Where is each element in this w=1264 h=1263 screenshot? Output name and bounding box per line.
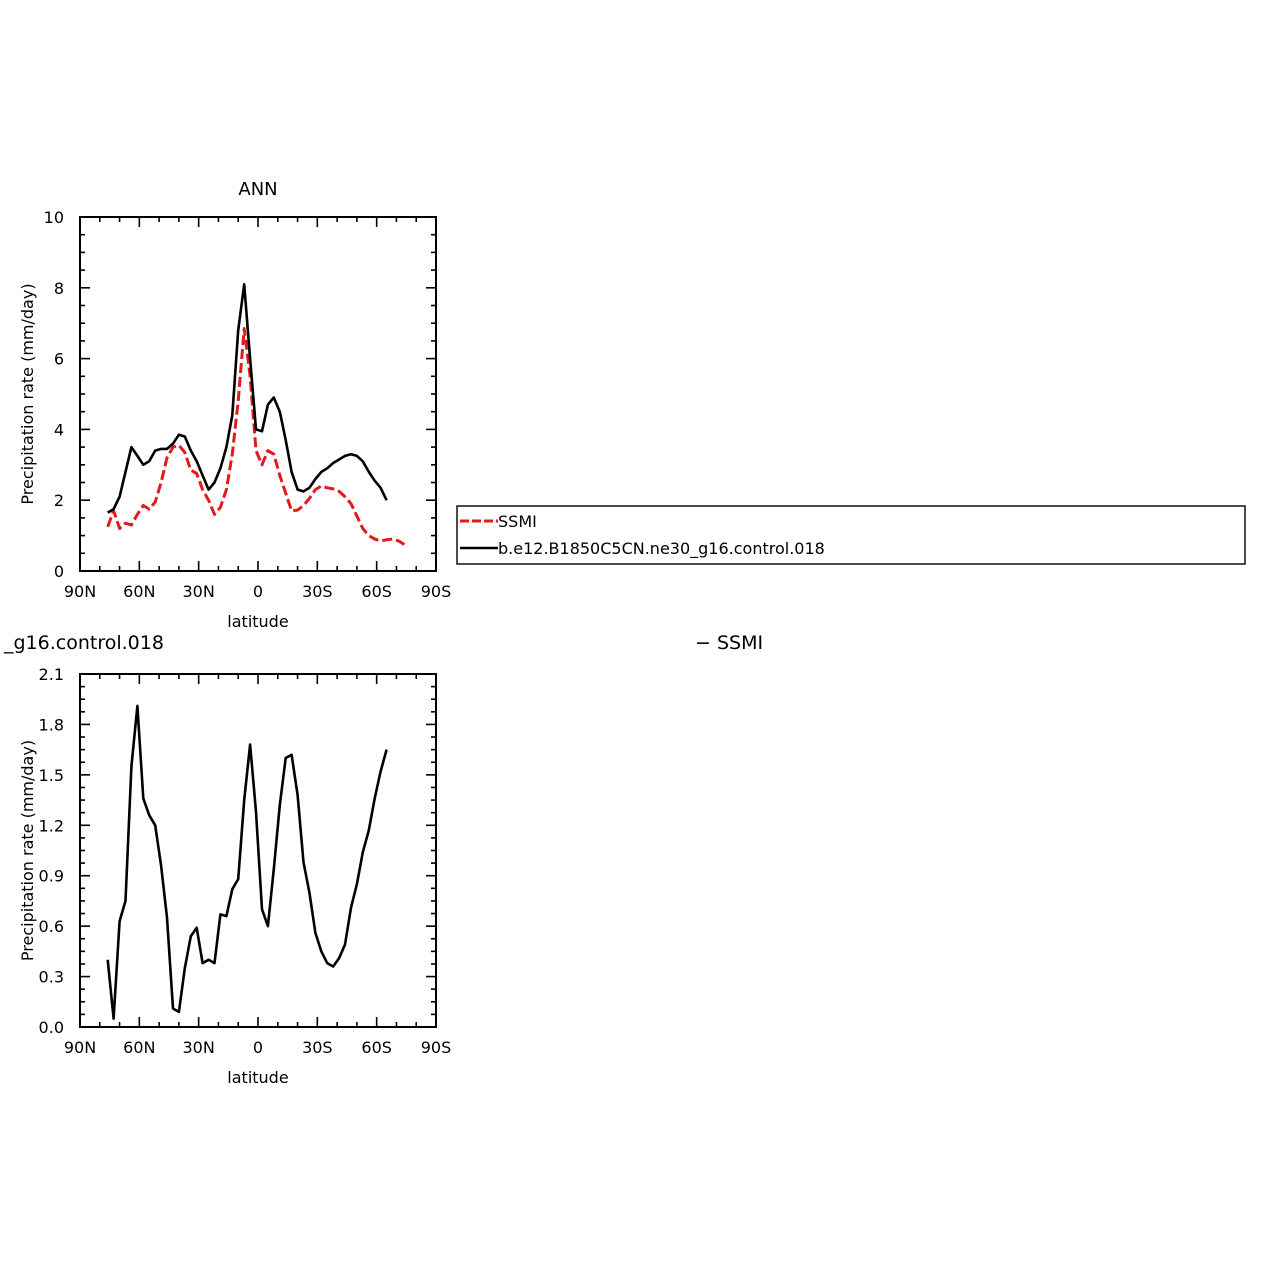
bottom-chart-precipitation-difference: _g16.control.018 − SSMI 90N 60N 30N 0 30S 60S 90… (3, 632, 763, 1087)
chart-title: ANN (238, 179, 277, 200)
series-line-b-e12-b1850c5cn-ne30-g16-control-018 (107, 282, 388, 514)
x-tick-label-0: 0 (253, 582, 263, 601)
y-tick-label-0: 0 (54, 562, 64, 581)
y-axis-label: Precipitation rate (mm/day) (18, 283, 37, 504)
x-tick-label-60n: 60N (123, 1038, 155, 1057)
x-tick-label-0: 0 (253, 1038, 263, 1057)
legend-box (456, 505, 1246, 565)
y-tick-label-1-2: 1.2 (39, 816, 64, 835)
x-tick-label-90n: 90N (64, 582, 96, 601)
x-tick-label-90s: 90S (421, 1038, 452, 1057)
x-axis-label: latitude (227, 612, 288, 631)
legend: SSMI b.e12.B1850C5CN.ne30_g16.control.018 (456, 505, 1246, 565)
y-tick-label-2-1: 2.1 (39, 665, 64, 684)
x-tick-label-30n: 30N (183, 582, 215, 601)
y-tick-label-0-9: 0.9 (39, 867, 64, 886)
chart-title-left: _g16.control.018 (3, 632, 164, 654)
x-tick-label-30n: 30N (183, 1038, 215, 1057)
x-tick-label-60s: 60S (361, 582, 392, 601)
legend-label-b-e12-b1850c5cn-ne30-g16-control-018: b.e12.B1850C5CN.ne30_g16.control.018 (498, 539, 825, 559)
y-tick-label-1-8: 1.8 (39, 715, 64, 734)
y-tick-label-0-3: 0.3 (39, 968, 64, 987)
x-tick-label-90s: 90S (421, 582, 452, 601)
x-axis-label: latitude (227, 1068, 288, 1087)
y-axis-label: Precipitation rate (mm/day) (18, 740, 37, 961)
x-tick-label-60n: 60N (123, 582, 155, 601)
x-tick-label-60s: 60S (361, 1038, 392, 1057)
y-tick-label-10: 10 (44, 208, 64, 227)
y-tick-label-1-5: 1.5 (39, 766, 64, 785)
plot-frame (79, 216, 437, 572)
x-tick-label-30s: 30S (302, 582, 333, 601)
y-tick-label-0-0: 0.0 (39, 1018, 64, 1037)
top-chart-annual-precipitation: ANN 90N 60N 30N 0 30S 60S 90S 0 2 4 6 8 10 latitude Pre… (18, 179, 451, 631)
y-tick-label-2: 2 (54, 491, 64, 510)
y-tick-label-4: 4 (54, 420, 64, 439)
x-tick-label-90n: 90N (64, 1038, 96, 1057)
series-line-difference (106, 704, 388, 1020)
y-tick-label-0-6: 0.6 (39, 917, 64, 936)
y-tick-label-8: 8 (54, 279, 64, 298)
y-tick-label-6: 6 (54, 350, 64, 369)
series-line-ssmi (106, 327, 406, 546)
x-tick-label-30s: 30S (302, 1038, 333, 1057)
chart-title-right: − SSMI (695, 632, 763, 654)
legend-label-ssmi: SSMI (498, 512, 537, 531)
